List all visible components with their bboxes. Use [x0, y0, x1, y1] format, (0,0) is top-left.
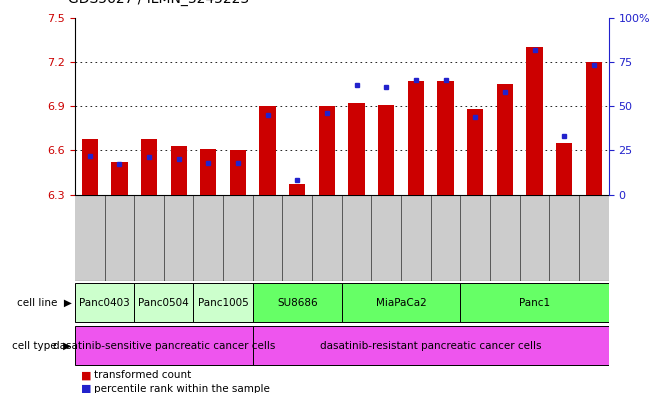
Bar	[342, 283, 460, 322]
Text: dasatinib-sensitive pancreatic cancer cells: dasatinib-sensitive pancreatic cancer ce…	[53, 341, 275, 351]
Bar	[586, 62, 602, 195]
Text: MiaPaCa2: MiaPaCa2	[376, 298, 426, 308]
Text: Panc0403: Panc0403	[79, 298, 130, 308]
Bar	[378, 105, 395, 195]
Text: percentile rank within the sample: percentile rank within the sample	[94, 384, 270, 393]
Text: cell type  ▶: cell type ▶	[12, 341, 72, 351]
Bar	[134, 283, 193, 322]
Bar	[408, 81, 424, 195]
Bar	[171, 146, 187, 195]
Bar	[497, 84, 513, 195]
Bar	[319, 106, 335, 195]
Bar	[437, 81, 454, 195]
Bar	[260, 106, 276, 195]
Text: GDS5627 / ILMN_3245223: GDS5627 / ILMN_3245223	[68, 0, 249, 6]
Bar	[556, 143, 572, 195]
Bar	[75, 326, 253, 365]
Bar	[467, 109, 484, 195]
Bar	[289, 184, 305, 195]
Bar	[527, 47, 543, 195]
Text: ■: ■	[81, 384, 92, 393]
Bar	[253, 283, 342, 322]
Text: Panc1005: Panc1005	[198, 298, 249, 308]
Text: transformed count: transformed count	[94, 370, 191, 380]
Text: ■: ■	[81, 370, 92, 380]
Text: cell line  ▶: cell line ▶	[17, 298, 72, 308]
Bar	[193, 283, 253, 322]
Bar	[230, 150, 246, 195]
Bar	[81, 138, 98, 195]
Text: Panc1: Panc1	[519, 298, 550, 308]
Bar	[75, 283, 134, 322]
Text: Panc0504: Panc0504	[139, 298, 189, 308]
Text: dasatinib-resistant pancreatic cancer cells: dasatinib-resistant pancreatic cancer ce…	[320, 341, 542, 351]
Bar	[141, 138, 157, 195]
Bar	[348, 103, 365, 195]
Bar	[253, 326, 609, 365]
Bar	[460, 283, 609, 322]
Bar	[200, 149, 217, 195]
Text: SU8686: SU8686	[277, 298, 318, 308]
Bar	[111, 162, 128, 195]
